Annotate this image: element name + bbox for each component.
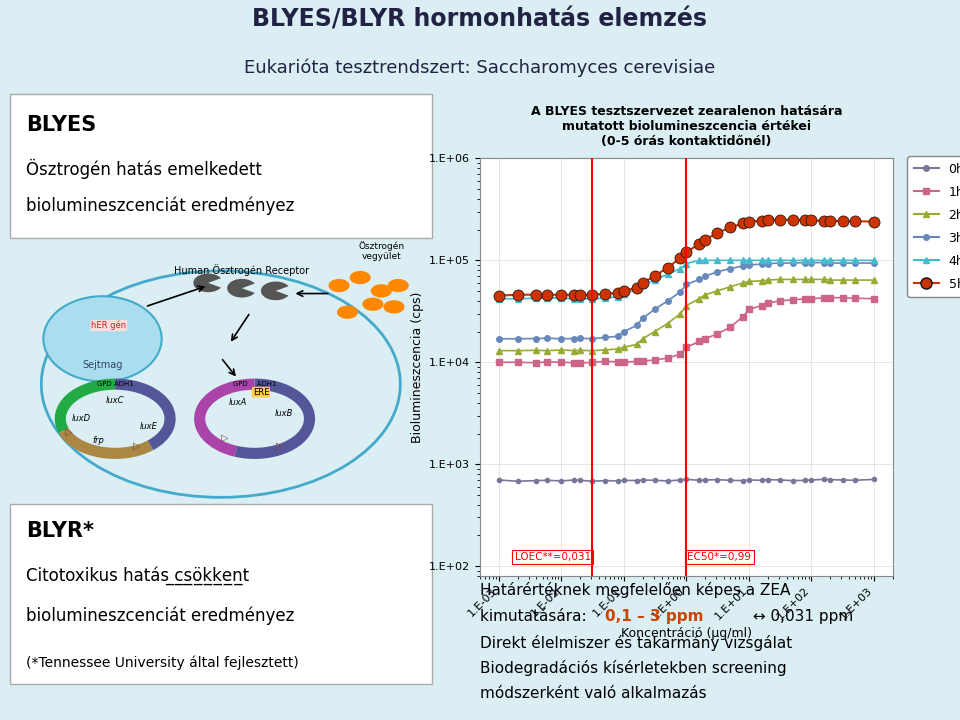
- Circle shape: [388, 279, 409, 292]
- Text: GPD ADH1: GPD ADH1: [97, 381, 133, 387]
- Text: luxD: luxD: [72, 414, 91, 423]
- FancyBboxPatch shape: [10, 504, 432, 684]
- Text: ↔ 0,031 ppm: ↔ 0,031 ppm: [748, 609, 853, 624]
- Ellipse shape: [43, 296, 161, 382]
- Text: ▷: ▷: [276, 441, 284, 451]
- Text: luxC: luxC: [106, 395, 125, 405]
- Circle shape: [328, 279, 349, 292]
- Text: kimutatására:: kimutatására:: [480, 609, 591, 624]
- Circle shape: [362, 297, 383, 311]
- X-axis label: Koncentráció (µg/ml): Koncentráció (µg/ml): [621, 627, 752, 640]
- Text: Sejtmag: Sejtmag: [83, 361, 123, 371]
- Text: BLYES/BLYR hormonhatás elemzés: BLYES/BLYR hormonhatás elemzés: [252, 7, 708, 31]
- Text: hER gén: hER gén: [91, 321, 127, 330]
- Text: Határértéknek megfelelően képes a ZEA: Határértéknek megfelelően képes a ZEA: [480, 582, 790, 598]
- Text: 0,1 – 3 ppm: 0,1 – 3 ppm: [605, 609, 703, 624]
- Wedge shape: [193, 274, 221, 292]
- Text: ▷: ▷: [65, 427, 73, 437]
- Legend: 0h, 1h, 2h, 3h, 4h, 5h: 0h, 1h, 2h, 3h, 4h, 5h: [907, 156, 960, 297]
- Circle shape: [371, 284, 392, 297]
- Text: Human Ösztrogén Receptor: Human Ösztrogén Receptor: [175, 264, 309, 276]
- Text: módszerként való alkalmazás: módszerként való alkalmazás: [480, 686, 707, 701]
- Text: biolumineszcenciát eredményez: biolumineszcenciát eredményez: [27, 197, 295, 215]
- Text: ▷: ▷: [132, 441, 140, 451]
- Text: Citotoxikus hatás ̲c̲s̲ö̲k̲k̲e̲n̲t: Citotoxikus hatás ̲c̲s̲ö̲k̲k̲e̲n̲t: [27, 567, 250, 585]
- Wedge shape: [261, 282, 289, 300]
- Text: biolumineszcenciát eredményez: biolumineszcenciát eredményez: [27, 606, 295, 625]
- Wedge shape: [228, 279, 254, 297]
- Text: ERE: ERE: [252, 387, 269, 397]
- Text: ▷: ▷: [221, 433, 228, 442]
- Text: Ösztrogén
vegyület: Ösztrogén vegyület: [358, 240, 404, 261]
- Circle shape: [383, 300, 404, 313]
- Text: Ösztrogén hatás emelkedett: Ösztrogén hatás emelkedett: [27, 158, 262, 179]
- Text: (*Tennessee University által fejlesztett): (*Tennessee University által fejlesztett…: [27, 655, 300, 670]
- Text: frp: frp: [92, 436, 105, 444]
- Text: luxB: luxB: [275, 409, 294, 418]
- Text: Eukarióta tesztrendszert: Saccharomyces cerevisiae: Eukarióta tesztrendszert: Saccharomyces …: [245, 58, 715, 76]
- Y-axis label: Biolumineszcencia (cps): Biolumineszcencia (cps): [411, 292, 423, 443]
- Text: BLYES: BLYES: [27, 115, 97, 135]
- Text: EC50*=0,99: EC50*=0,99: [687, 552, 752, 562]
- Circle shape: [349, 271, 371, 284]
- FancyBboxPatch shape: [10, 94, 432, 238]
- Title: A BLYES tesztszervezet zearalenon hatására
mutatott biolumineszcencia értékei
(0: A BLYES tesztszervezet zearalenon hatásá…: [531, 104, 842, 148]
- Text: Direkt élelmiszer és takarmány vizsgálat: Direkt élelmiszer és takarmány vizsgálat: [480, 635, 792, 651]
- Text: luxE: luxE: [140, 422, 158, 431]
- Text: LOEC**=0,031: LOEC**=0,031: [515, 552, 590, 562]
- Circle shape: [337, 305, 358, 319]
- Text: Biodegradációs kísérletekben screening: Biodegradációs kísérletekben screening: [480, 660, 786, 676]
- Text: luxA: luxA: [228, 398, 247, 408]
- Text: BLYR*: BLYR*: [27, 521, 94, 541]
- Text: GPD    ADH1: GPD ADH1: [233, 381, 276, 387]
